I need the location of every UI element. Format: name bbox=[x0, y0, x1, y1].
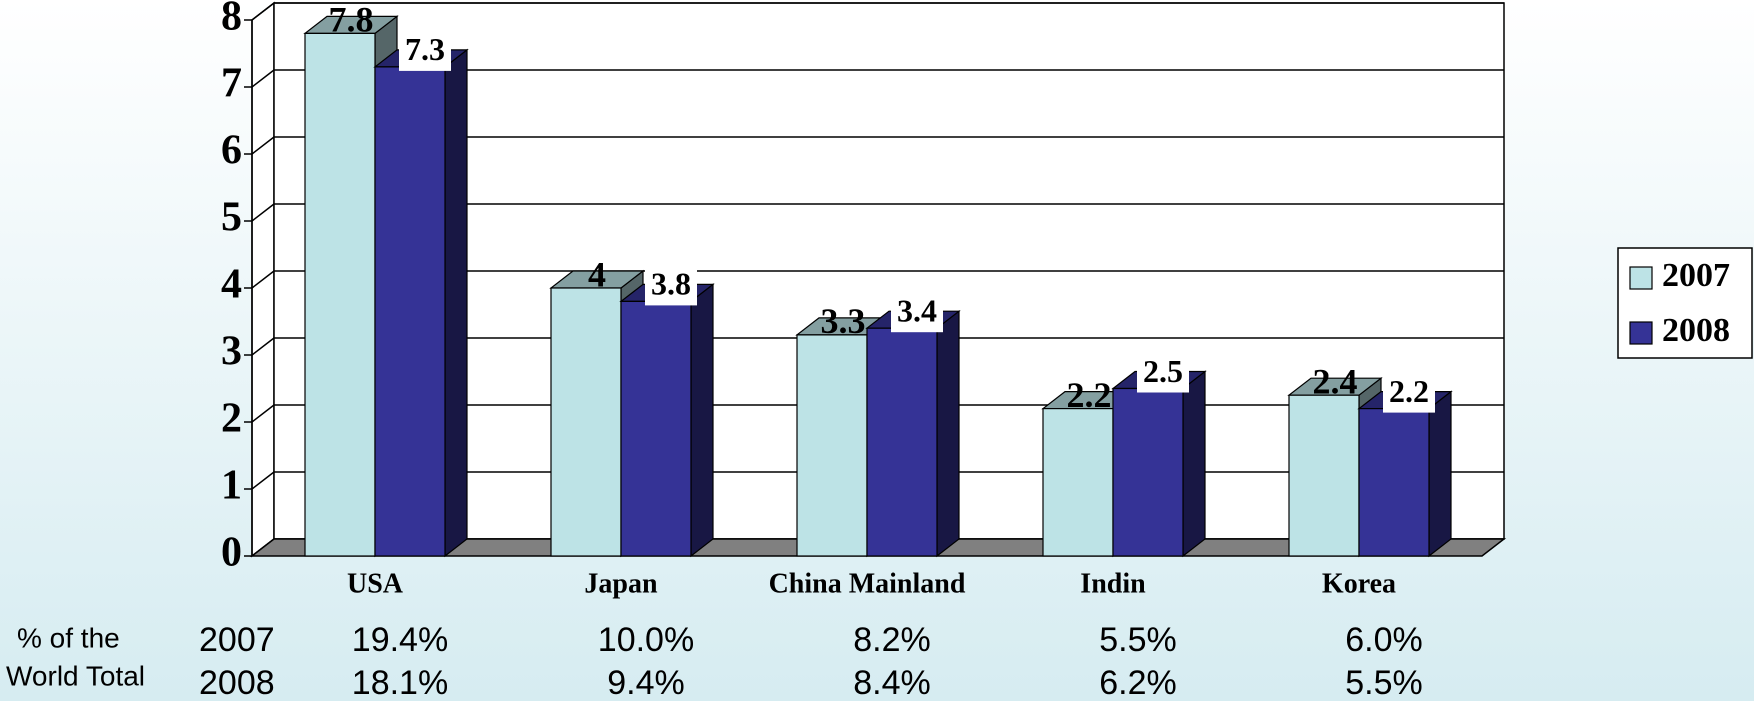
legend-swatch bbox=[1629, 321, 1653, 345]
y-tick-label: 6 bbox=[221, 128, 242, 174]
grid-line-side bbox=[251, 270, 275, 289]
grid-line-side bbox=[251, 404, 275, 423]
bar-front bbox=[1288, 394, 1360, 557]
data-label: 2.2 bbox=[1389, 373, 1429, 409]
table-label: World Total bbox=[6, 660, 145, 691]
grid-line-side bbox=[251, 203, 275, 222]
table-value: 5.5% bbox=[1345, 664, 1423, 701]
data-label: 2.4 bbox=[1313, 361, 1358, 401]
table-value: 5.5% bbox=[1099, 621, 1177, 659]
x-tick-label: China Mainland bbox=[769, 568, 966, 599]
table-year: 2008 bbox=[199, 664, 275, 701]
bar-front bbox=[796, 334, 868, 557]
y-tick-label: 1 bbox=[221, 463, 242, 509]
x-tick-label: USA bbox=[347, 568, 404, 599]
data-label: 3.4 bbox=[897, 293, 937, 329]
table-value: 6.0% bbox=[1345, 621, 1423, 659]
data-label: 7.3 bbox=[405, 31, 445, 67]
bar-front bbox=[866, 327, 938, 557]
grid-line-side bbox=[251, 337, 275, 356]
y-tick-label: 3 bbox=[221, 329, 242, 375]
bar-front bbox=[1112, 387, 1184, 557]
x-tick-label: Japan bbox=[584, 568, 658, 599]
table-value: 6.2% bbox=[1099, 664, 1177, 701]
data-label: 2.2 bbox=[1067, 375, 1112, 415]
grid-line-side bbox=[251, 2, 275, 21]
bar-front bbox=[374, 66, 446, 557]
data-label-bg bbox=[891, 294, 943, 333]
table-value: 8.4% bbox=[853, 664, 931, 701]
data-label: 2.5 bbox=[1143, 353, 1183, 389]
table-value: 10.0% bbox=[598, 621, 694, 659]
bar-front bbox=[304, 32, 376, 557]
table-value: 9.4% bbox=[607, 664, 685, 701]
legend-swatch bbox=[1629, 266, 1653, 290]
bar-front bbox=[620, 300, 692, 557]
y-tick-label: 2 bbox=[221, 396, 242, 442]
bar bbox=[1357, 390, 1453, 558]
table-year: 2007 bbox=[199, 621, 275, 659]
x-tick-label: Korea bbox=[1322, 568, 1396, 599]
y-tick-label: 4 bbox=[221, 262, 242, 308]
table-value: 18.1% bbox=[352, 664, 448, 701]
bar-front bbox=[1358, 408, 1430, 557]
legend-label: 2008 bbox=[1662, 312, 1730, 349]
legend-label: 2007 bbox=[1662, 257, 1730, 294]
data-label-bg bbox=[399, 32, 451, 71]
table-label: % of the bbox=[17, 622, 120, 653]
grid-line-side bbox=[251, 471, 275, 490]
data-label: 7.8 bbox=[329, 0, 374, 40]
grid-line-side bbox=[251, 136, 275, 155]
y-tick-label: 5 bbox=[221, 195, 242, 241]
bar bbox=[1111, 370, 1207, 558]
y-tick-label: 7 bbox=[221, 61, 242, 107]
y-tick-label: 0 bbox=[221, 530, 242, 576]
bar bbox=[865, 309, 961, 558]
bar-side bbox=[1182, 370, 1206, 558]
bar bbox=[373, 48, 469, 558]
table-value: 8.2% bbox=[853, 621, 931, 659]
data-label-bg bbox=[1383, 374, 1435, 413]
bar-side bbox=[1428, 390, 1452, 558]
grid-line-side bbox=[251, 69, 275, 88]
data-label-bg bbox=[1137, 354, 1189, 393]
bar-side bbox=[690, 283, 714, 558]
table-value: 19.4% bbox=[352, 621, 448, 659]
data-label-bg bbox=[645, 267, 697, 306]
data-label: 3.3 bbox=[821, 301, 866, 341]
data-label: 4 bbox=[588, 254, 606, 294]
bar bbox=[619, 283, 715, 558]
bar-front bbox=[1042, 408, 1114, 557]
bar-side bbox=[936, 309, 960, 558]
bar-side bbox=[444, 48, 468, 558]
y-tick-label: 8 bbox=[221, 0, 242, 40]
data-label: 3.8 bbox=[651, 266, 691, 302]
bar-front bbox=[550, 287, 622, 557]
x-tick-label: Indin bbox=[1080, 568, 1146, 599]
